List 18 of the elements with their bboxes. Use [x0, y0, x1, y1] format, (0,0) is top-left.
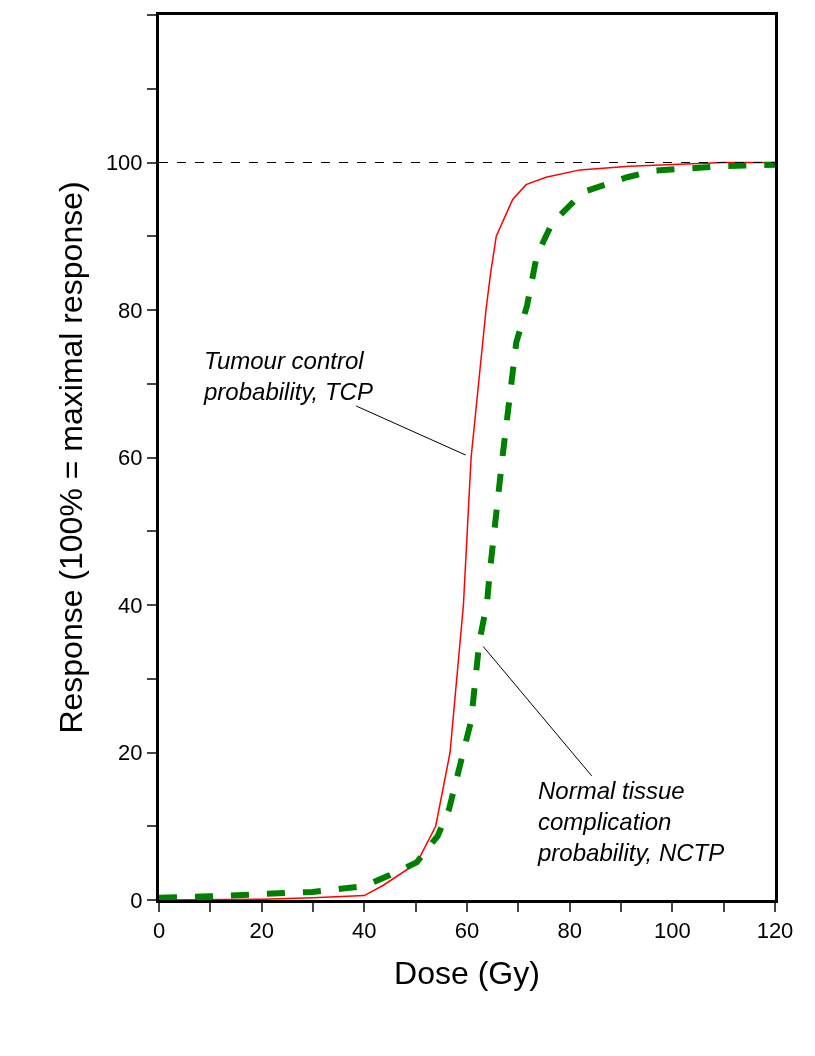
y-axis-title: Response (100% = maximal response) — [53, 181, 90, 734]
x-tick-label: 80 — [557, 918, 582, 944]
annotation: Tumour control probability, TCP — [203, 347, 373, 406]
annotation: Normal tissue complication probability, NCTP — [537, 777, 725, 867]
x-tick-label: 60 — [454, 918, 480, 944]
x-tick-label: 120 — [756, 918, 794, 944]
y-tick-label: 20 — [118, 740, 143, 766]
y-tick-label: 0 — [130, 887, 143, 913]
line-series — [159, 161, 775, 900]
x-tick-label: 100 — [653, 918, 691, 944]
x-axis-title: Dose (Gy) — [394, 955, 540, 992]
x-tick-label: 20 — [249, 918, 274, 944]
y-tick-label: 60 — [118, 445, 143, 471]
y-tick-label: 100 — [105, 150, 143, 176]
y-tick-label: 80 — [118, 297, 143, 323]
y-tick-label: 40 — [118, 592, 143, 618]
x-tick-label: 0 — [152, 918, 166, 944]
x-tick-label: 40 — [352, 918, 377, 944]
